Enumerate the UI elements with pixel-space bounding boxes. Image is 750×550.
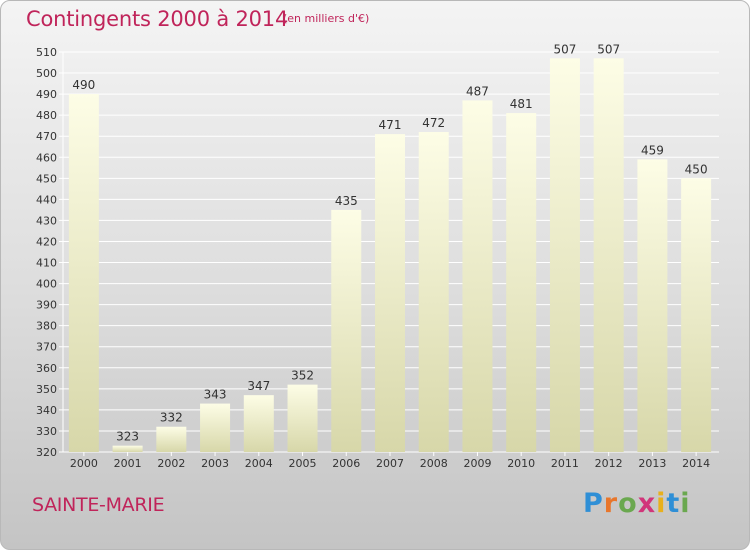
- y-axis: 320 330 340 350 360 370 380 390 400 410 420 430 440 4…: [36, 46, 57, 459]
- data-label-2005: 352: [291, 369, 314, 383]
- x-tick-label-2005: 2005: [289, 457, 317, 470]
- y-tick-label: 380: [36, 320, 57, 333]
- bar-2006: [331, 209, 362, 452]
- data-label-2007: 471: [379, 118, 402, 132]
- x-tick-label-2011: 2011: [551, 457, 579, 470]
- y-tick-label: 370: [36, 341, 57, 354]
- bar-2001: [112, 445, 143, 452]
- y-tick-label: 320: [36, 446, 57, 459]
- y-tick-label: 330: [36, 425, 57, 438]
- y-tick-label: 460: [36, 151, 57, 164]
- data-label-2010: 481: [510, 97, 533, 111]
- logo-letter: r: [603, 488, 619, 519]
- logo-letter: t: [666, 488, 681, 519]
- x-tick-label-2007: 2007: [376, 457, 404, 470]
- bar-2013: [637, 159, 668, 453]
- bar-2009: [462, 100, 493, 452]
- bar-2004: [243, 395, 274, 452]
- data-label-2008: 472: [422, 116, 445, 130]
- x-tick-label-2000: 2000: [70, 457, 98, 470]
- y-tick-label: 390: [36, 299, 57, 312]
- data-labels: 490 323 332 343 347 352 435 471 472 487 481 507 507 4…: [72, 42, 707, 443]
- bar-2003: [200, 403, 231, 452]
- y-tick-label: 400: [36, 278, 57, 291]
- logo-letter: x: [637, 488, 657, 519]
- bar-2005: [287, 384, 318, 452]
- chart-title: Contingents 2000 à 2014: [26, 7, 289, 31]
- proxiti-logo: Proxiti: [583, 488, 691, 519]
- bar-2000: [68, 94, 99, 453]
- y-tick-label: 510: [36, 46, 57, 59]
- data-label-2003: 343: [204, 388, 227, 402]
- x-tick-label-2008: 2008: [420, 457, 448, 470]
- y-tick-label: 350: [36, 383, 57, 396]
- x-tick-label-2009: 2009: [463, 457, 491, 470]
- x-tick-label-2010: 2010: [507, 457, 535, 470]
- data-label-2012: 507: [597, 42, 620, 56]
- data-label-2001: 323: [116, 430, 139, 444]
- data-label-2004: 347: [247, 379, 270, 393]
- y-tick-label: 490: [36, 88, 57, 101]
- data-label-2002: 332: [160, 411, 183, 425]
- x-tick-label-2002: 2002: [157, 457, 185, 470]
- logo-letter: P: [583, 488, 604, 519]
- x-tick-label-2001: 2001: [114, 457, 142, 470]
- logo-letter: o: [618, 488, 638, 519]
- logo-letter: i: [680, 488, 691, 519]
- y-tick-label: 360: [36, 362, 57, 375]
- y-tick-label: 340: [36, 404, 57, 417]
- x-tick-label-2006: 2006: [332, 457, 360, 470]
- commune-name: SAINTE-MARIE: [32, 494, 165, 516]
- data-label-2013: 459: [641, 143, 664, 157]
- y-tick-label: 420: [36, 235, 57, 248]
- bar-2012: [593, 58, 624, 452]
- y-tick-label: 430: [36, 214, 57, 227]
- logo-letter: i: [656, 488, 667, 519]
- y-tick-label: 410: [36, 257, 57, 270]
- bar-2007: [375, 134, 405, 452]
- y-tick-label: 500: [36, 67, 57, 80]
- data-label-2014: 450: [685, 162, 708, 176]
- bar-2011: [549, 58, 580, 452]
- bar-2002: [156, 426, 187, 452]
- bars: [68, 58, 712, 453]
- x-tick-label-2014: 2014: [682, 457, 710, 470]
- x-tick-label-2012: 2012: [595, 457, 623, 470]
- y-tick-label: 450: [36, 172, 57, 185]
- data-label-2006: 435: [335, 194, 358, 208]
- x-axis: 2000 2001 2002 2003 2004 2005 2006 2007 2008 2009…: [70, 452, 710, 470]
- bar-2014: [681, 178, 712, 452]
- x-tick-label-2003: 2003: [201, 457, 229, 470]
- chart-unit: (en milliers d'€): [283, 12, 370, 25]
- data-label-2000: 490: [72, 78, 95, 92]
- y-tick-label: 470: [36, 130, 57, 143]
- x-tick-label-2004: 2004: [245, 457, 273, 470]
- data-label-2009: 487: [466, 84, 489, 98]
- bar-2008: [418, 132, 449, 452]
- bar-2010: [506, 113, 537, 452]
- data-label-2011: 507: [553, 42, 576, 56]
- y-tick-label: 480: [36, 109, 57, 122]
- y-tick-label: 440: [36, 193, 57, 206]
- x-tick-label-2013: 2013: [638, 457, 666, 470]
